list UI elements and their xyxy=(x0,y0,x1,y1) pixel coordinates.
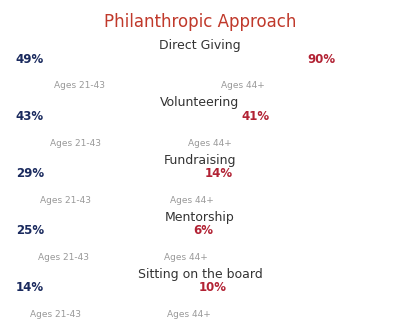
Text: 6%: 6% xyxy=(193,224,213,237)
Text: 25%: 25% xyxy=(16,224,44,237)
Text: Ages 44+: Ages 44+ xyxy=(170,195,213,205)
Text: Philanthropic Approach: Philanthropic Approach xyxy=(104,13,296,31)
Text: Volunteering: Volunteering xyxy=(160,96,240,110)
Text: Ages 44+: Ages 44+ xyxy=(188,138,232,148)
Text: Ages 21-43: Ages 21-43 xyxy=(50,138,101,148)
Text: Sitting on the board: Sitting on the board xyxy=(138,268,262,281)
Text: Direct Giving: Direct Giving xyxy=(159,39,241,52)
Text: Ages 44+: Ages 44+ xyxy=(167,310,211,319)
Text: Ages 21-43: Ages 21-43 xyxy=(40,195,91,205)
Text: Ages 44+: Ages 44+ xyxy=(221,81,265,91)
Text: Fundraising: Fundraising xyxy=(164,154,236,167)
Text: 10%: 10% xyxy=(199,281,227,295)
Text: 49%: 49% xyxy=(16,53,44,66)
Text: 90%: 90% xyxy=(308,53,336,66)
Text: Ages 21-43: Ages 21-43 xyxy=(38,253,88,262)
Text: Ages 44+: Ages 44+ xyxy=(164,253,208,262)
Text: 43%: 43% xyxy=(16,110,44,123)
Text: Ages 21-43: Ages 21-43 xyxy=(30,310,81,319)
Text: 29%: 29% xyxy=(16,167,44,180)
Text: Ages 21-43: Ages 21-43 xyxy=(54,81,105,91)
Text: 41%: 41% xyxy=(241,110,269,123)
Text: Mentorship: Mentorship xyxy=(165,211,235,224)
Text: 14%: 14% xyxy=(16,281,44,295)
Text: 14%: 14% xyxy=(204,167,232,180)
